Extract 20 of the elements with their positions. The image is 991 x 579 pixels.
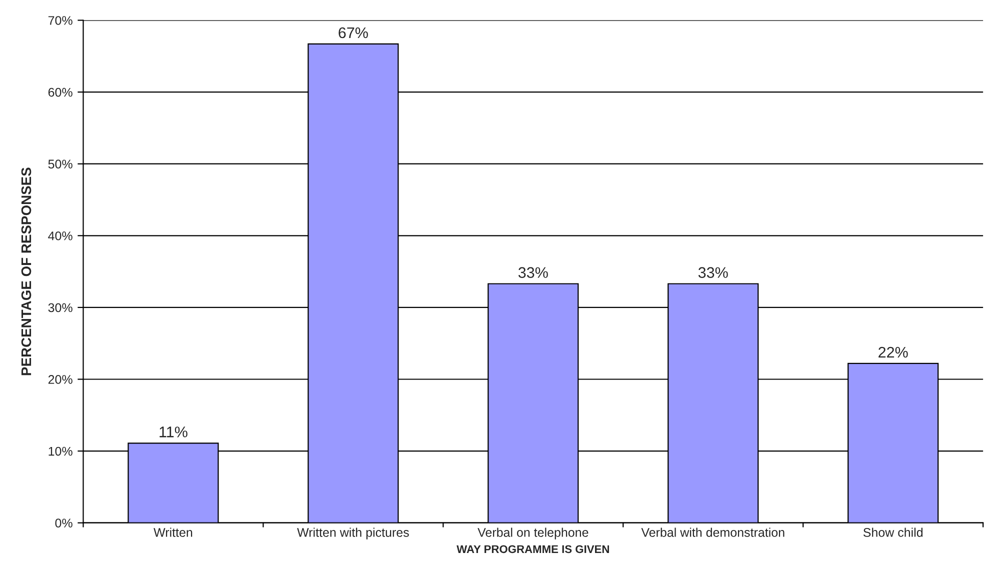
y-tick-label: 60% <box>48 88 72 97</box>
data-label: 22% <box>878 346 908 358</box>
y-tick-label: 40% <box>48 231 72 240</box>
y-tick-label: 10% <box>48 446 72 456</box>
data-label: 33% <box>698 267 728 278</box>
data-label: 67% <box>338 27 368 38</box>
y-tick-label: 0% <box>55 518 72 528</box>
y-axis-title: PERCENTAGE OF RESPONSES <box>21 168 32 376</box>
data-label: 33% <box>518 267 548 278</box>
x-tick-label: Written <box>154 528 192 537</box>
y-tick-label: 70% <box>48 16 72 25</box>
y-tick-label: 50% <box>48 160 72 169</box>
x-tick-label: Written with pictures <box>297 528 409 540</box>
x-tick-label: Show child <box>863 528 923 537</box>
x-tick-label: Verbal on telephone <box>478 528 588 540</box>
y-tick-label: 20% <box>48 375 72 384</box>
data-label: 11% <box>160 426 188 438</box>
y-tick-label: 30% <box>48 303 72 312</box>
x-tick-label: Verbal with demonstration <box>641 528 784 537</box>
x-axis-title: WAY PROGRAMME IS GIVEN <box>456 545 609 554</box>
